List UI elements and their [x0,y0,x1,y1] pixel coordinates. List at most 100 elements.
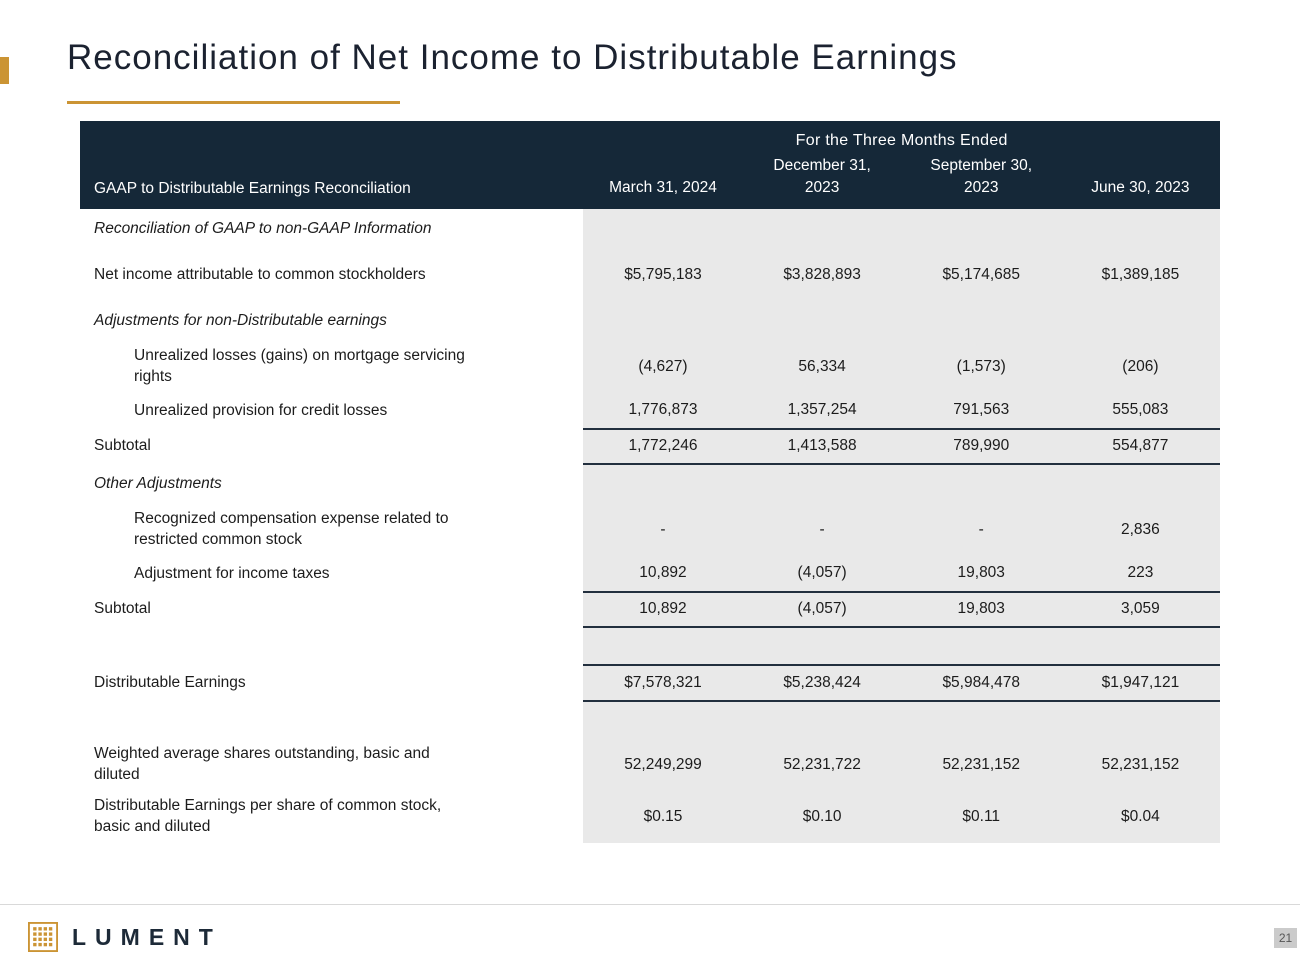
table-row-weighted-average-shares-outstanding-basi: Weighted average shares outstanding, bas… [80,739,1220,792]
row-value [583,627,743,666]
row-value: (1,573) [901,341,1061,394]
row-label [80,701,584,740]
row-value [901,464,1061,505]
lument-grid-icon [28,922,58,952]
row-label: Unrealized provision for credit losses [80,393,584,430]
row-label: Net income attributable to common stockh… [80,249,584,302]
row-value: 56,334 [742,341,902,394]
row-value: 555,083 [1060,393,1220,430]
row-value: $3,828,893 [742,249,902,302]
row-value [742,701,902,740]
row-value: 1,772,246 [583,428,743,466]
row-value [742,464,902,505]
row-value: (4,057) [742,556,902,593]
table-body: Reconciliation of GAAP to non-GAAP Infor… [80,209,1220,844]
row-label: Other Adjustments [80,464,584,505]
row-value: 52,249,299 [583,739,743,792]
row-value: - [742,504,902,557]
left-edge-accent [0,57,9,84]
row-value: $1,389,185 [1060,249,1220,302]
row-value: 1,776,873 [583,393,743,430]
table-row-distributable-earnings-per-share-of-comm: Distributable Earnings per share of comm… [80,791,1220,844]
row-value: 1,357,254 [742,393,902,430]
table-row-spacer [80,627,1220,666]
row-value [583,301,743,342]
title-underline [67,101,400,104]
row-value [901,627,1061,666]
row-value: 789,990 [901,428,1061,466]
row-value: $5,238,424 [742,664,902,703]
row-value [583,209,743,250]
row-value [1060,301,1220,342]
row-value: $0.15 [583,791,743,844]
row-value [901,701,1061,740]
row-value: $5,795,183 [583,249,743,302]
row-value: 19,803 [901,556,1061,593]
row-label: Distributable Earnings per share of comm… [80,791,584,844]
reconciliation-table: For the Three Months Ended GAAP to Distr… [80,121,1220,844]
page-title: Reconciliation of Net Income to Distribu… [67,38,958,77]
row-value: 3,059 [1060,591,1220,629]
row-label [80,627,584,666]
table-row-net-income-attributable-to-common-stockh: Net income attributable to common stockh… [80,249,1220,302]
row-label: Adjustments for non-Distributable earnin… [80,301,584,342]
row-value: 1,413,588 [742,428,902,466]
row-value: 10,892 [583,556,743,593]
row-value [901,301,1061,342]
period-column-header: June 30, 2023 [1060,155,1220,210]
row-value: (206) [1060,341,1220,394]
table-row-reconciliation-of-gaap-to-non-gaap-infor: Reconciliation of GAAP to non-GAAP Infor… [80,209,1220,250]
row-value: $0.04 [1060,791,1220,844]
table-row-spacer [80,701,1220,740]
row-value: 19,803 [901,591,1061,629]
page-number-badge: 21 [1274,928,1297,948]
row-value: - [901,504,1061,557]
period-column-header: December 31, 2023 [742,155,902,210]
period-column-header: September 30, 2023 [901,155,1061,210]
row-label: Weighted average shares outstanding, bas… [80,739,584,792]
row-value [1060,627,1220,666]
row-value: 52,231,152 [1060,739,1220,792]
row-label: Recognized compensation expense related … [80,504,584,557]
row-value: (4,057) [742,591,902,629]
label-column-header: GAAP to Distributable Earnings Reconcili… [80,155,584,210]
row-value: $5,174,685 [901,249,1061,302]
footer-divider [0,904,1300,905]
row-value [901,209,1061,250]
row-label: Unrealized losses (gains) on mortgage se… [80,341,584,394]
lument-logo: LUMENT [28,922,222,952]
row-value [742,301,902,342]
table-row-adjustments-for-non-distributable-earnin: Adjustments for non-Distributable earnin… [80,301,1220,342]
row-label: Adjustment for income taxes [80,556,584,593]
table-row-distributable-earnings: Distributable Earnings $7,578,321 $5,238,4… [80,664,1220,703]
row-label: Reconciliation of GAAP to non-GAAP Infor… [80,209,584,250]
row-value [1060,701,1220,740]
row-value [742,209,902,250]
row-value: 10,892 [583,591,743,629]
row-value: 223 [1060,556,1220,593]
row-value: 52,231,152 [901,739,1061,792]
row-label: Subtotal [80,429,584,465]
row-value: 791,563 [901,393,1061,430]
row-value [583,701,743,740]
row-value [1060,209,1220,250]
row-value: $1,947,121 [1060,664,1220,703]
row-value: 52,231,722 [742,739,902,792]
period-column-header: March 31, 2024 [583,155,743,210]
logo-text: LUMENT [72,923,222,950]
row-value [1060,464,1220,505]
row-value [742,627,902,666]
row-label: Distributable Earnings [80,665,584,702]
row-value [583,464,743,505]
table-row-recognized-compensation-expense-related-: Recognized compensation expense related … [80,504,1220,557]
table-row-unrealized-provision-for-credit-losses: Unrealized provision for credit losses 1,… [80,393,1220,430]
row-value: $0.10 [742,791,902,844]
row-value: - [583,504,743,557]
group-header-spacer [80,121,584,155]
table-group-header-row: For the Three Months Ended [80,121,1220,155]
row-value: $7,578,321 [583,664,743,703]
table-row-other-adjustments: Other Adjustments [80,464,1220,505]
row-value: 554,877 [1060,428,1220,466]
row-value: (4,627) [583,341,743,394]
